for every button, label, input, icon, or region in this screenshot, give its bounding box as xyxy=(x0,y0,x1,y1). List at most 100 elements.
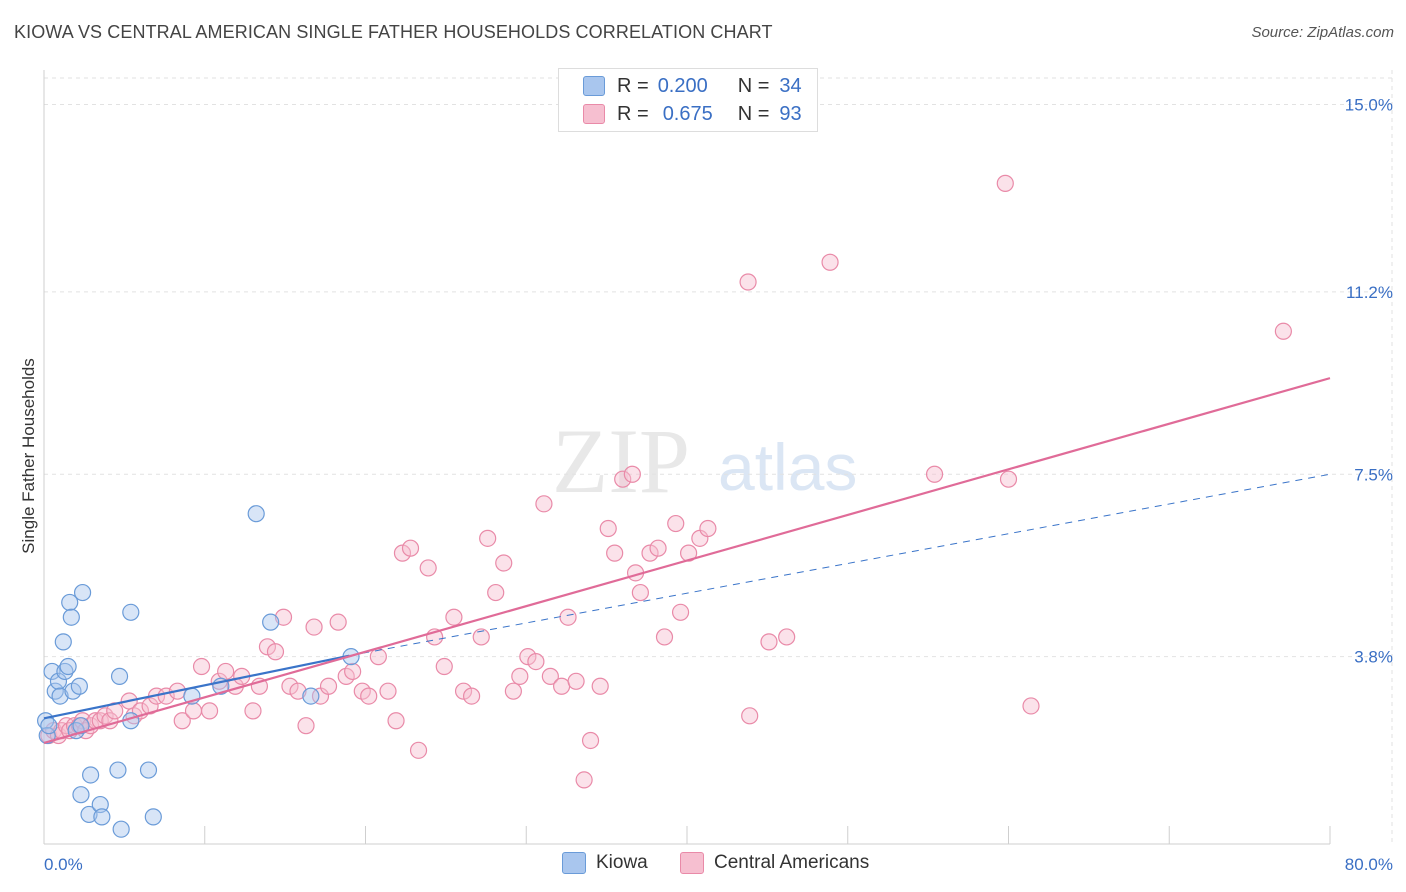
y-axis-label: Single Father Households xyxy=(19,358,38,554)
kiowa-point xyxy=(262,613,280,631)
central-americans-point xyxy=(445,608,463,626)
central-americans-point xyxy=(1022,697,1040,715)
x-tick-label-min: 0.0% xyxy=(44,855,83,874)
central-americans-point xyxy=(244,702,262,720)
central-americans-point xyxy=(495,554,513,572)
kiowa-point xyxy=(49,672,68,690)
central-americans-point xyxy=(462,687,481,705)
central-americans-point xyxy=(173,712,191,730)
series-legend: Kiowa Central Americans xyxy=(0,852,1406,878)
y-tick-label: 11.2% xyxy=(1346,283,1393,302)
central-americans-point xyxy=(606,544,624,562)
central-americans-point xyxy=(631,583,649,602)
kiowa-point xyxy=(144,808,162,826)
central-americans-point xyxy=(599,519,617,538)
kiowa-swatch xyxy=(583,76,605,96)
central-swatch xyxy=(680,852,704,874)
trend-line-kiowa xyxy=(43,654,350,720)
correlation-legend: R = 0.200 N = 34 R = 0.675 N = 93 xyxy=(558,68,818,132)
kiowa-point xyxy=(112,820,130,838)
central-americans-point xyxy=(472,628,490,646)
trend-lines xyxy=(43,377,1331,744)
watermark-atlas: atlas xyxy=(718,430,857,504)
kiowa-point xyxy=(59,657,77,676)
central-americans-point xyxy=(435,657,453,676)
chart-source: Source: ZipAtlas.com xyxy=(1251,24,1394,41)
kiowa-swatch xyxy=(562,852,586,874)
central-americans-point xyxy=(329,613,347,631)
central-americans-point xyxy=(1274,322,1292,340)
x-tick-label-max: 80.0% xyxy=(1345,855,1393,874)
central-americans-point xyxy=(996,174,1014,192)
kiowa-point xyxy=(80,805,98,824)
central-americans-point xyxy=(387,712,405,730)
central-americans-point xyxy=(567,672,585,690)
kiowa-point xyxy=(82,766,100,784)
kiowa-point xyxy=(72,786,90,804)
central-americans-point xyxy=(479,529,497,547)
kiowa-point xyxy=(70,677,88,695)
n-label: N = xyxy=(737,102,770,125)
central-americans-point xyxy=(671,603,690,621)
central-americans-point xyxy=(699,519,717,538)
central-americans-point xyxy=(192,657,211,676)
kiowa-point xyxy=(51,687,69,705)
r-value: 0.675 xyxy=(662,102,713,125)
kiowa-point xyxy=(61,593,79,612)
kiowa-point xyxy=(73,583,92,602)
kiowa-point xyxy=(139,761,158,779)
central-americans-point xyxy=(274,608,293,626)
kiowa-point xyxy=(91,795,109,814)
kiowa-point xyxy=(109,761,127,779)
central-americans-point xyxy=(217,662,235,681)
central-americans-point xyxy=(266,643,285,661)
central-americans-point xyxy=(778,628,796,646)
central-americans-point xyxy=(344,662,362,681)
central-americans-point xyxy=(297,717,315,735)
central-americans-point xyxy=(289,682,307,700)
central-americans-point xyxy=(305,618,323,636)
central-americans-point xyxy=(184,702,203,720)
kiowa-point xyxy=(62,608,80,626)
legend-row-kiowa: R = 0.200 N = 34 xyxy=(583,73,802,99)
central-americans-point xyxy=(999,470,1018,488)
y-tick-label: 7.5% xyxy=(1354,465,1393,484)
n-label: N = xyxy=(737,74,770,97)
kiowa-point xyxy=(72,717,90,735)
central-americans-point xyxy=(667,514,685,533)
central-americans-point xyxy=(559,608,577,626)
central-americans-point xyxy=(200,702,219,720)
watermark: ZIP atlas xyxy=(552,410,857,512)
central-americans-point xyxy=(535,495,553,513)
axes xyxy=(43,70,1331,845)
central-americans-point xyxy=(379,682,397,700)
kiowa-point xyxy=(110,667,129,685)
n-value: 93 xyxy=(779,102,802,125)
central-americans-point xyxy=(281,677,299,695)
legend-label-kiowa: Kiowa xyxy=(596,852,648,873)
y-tick-label: 15.0% xyxy=(1345,96,1393,115)
kiowa-point xyxy=(302,687,320,705)
central-americans-point xyxy=(925,465,944,483)
central-americans-point xyxy=(581,731,600,750)
central-americans-point xyxy=(258,638,277,656)
central-americans-point xyxy=(454,682,473,700)
kiowa-point xyxy=(46,682,64,700)
kiowa-point xyxy=(40,717,58,735)
central-americans-point xyxy=(401,539,420,557)
central-americans-point xyxy=(641,544,659,562)
watermark-zip: ZIP xyxy=(552,410,690,512)
kiowa-point xyxy=(122,603,140,621)
central-americans-point xyxy=(419,559,437,577)
central-americans-point xyxy=(541,667,559,685)
legend-row-central: R = 0.675 N = 93 xyxy=(583,101,802,127)
tick-labels: 3.8% 7.5% 11.2% 15.0% 0.0% 80.0% xyxy=(44,96,1393,874)
legend-item-kiowa: Kiowa xyxy=(562,852,648,874)
central-americans-point xyxy=(511,667,529,685)
central-americans-point xyxy=(519,648,537,666)
central-americans-point xyxy=(821,253,839,271)
trend-line-central-americans xyxy=(43,377,1331,744)
central-americans-point xyxy=(393,544,412,562)
central-americans-point xyxy=(741,707,759,725)
